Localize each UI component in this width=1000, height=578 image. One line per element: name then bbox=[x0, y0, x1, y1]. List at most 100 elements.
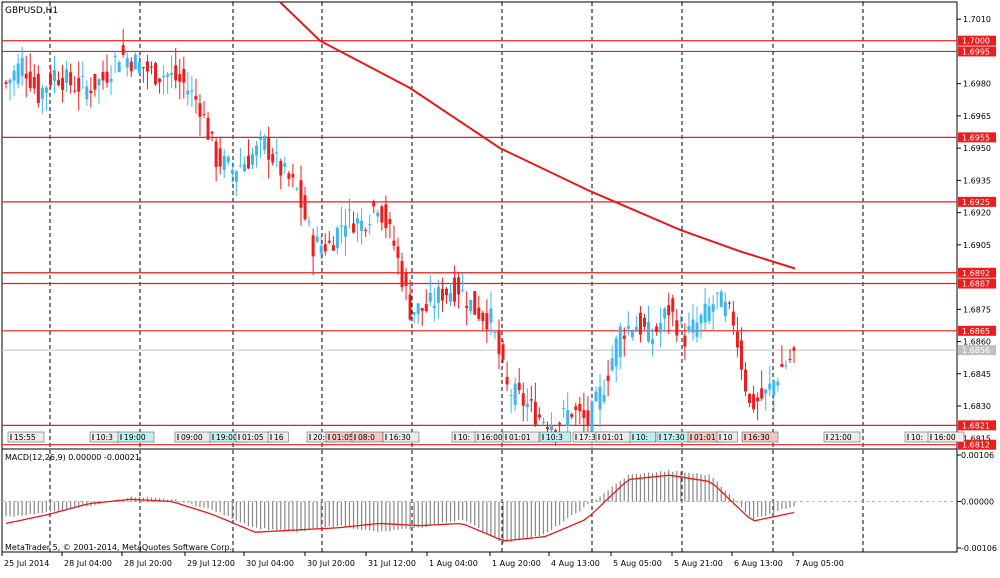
candle-body bbox=[299, 180, 303, 208]
candle-body bbox=[335, 227, 339, 249]
event-marker-label: 10: bbox=[458, 433, 470, 442]
candle-body bbox=[659, 323, 663, 333]
candle-body bbox=[752, 394, 756, 410]
candle-body bbox=[101, 71, 105, 81]
candle-body bbox=[424, 304, 428, 312]
candle-body bbox=[141, 67, 145, 69]
candle-body bbox=[238, 165, 242, 167]
macd-axis-label: -0.00106 bbox=[961, 544, 997, 553]
candle-body bbox=[331, 245, 335, 251]
price-axis-label: 1.6905 bbox=[963, 241, 991, 250]
event-marker-label: 10:3 bbox=[96, 433, 113, 442]
candle-body bbox=[453, 277, 457, 302]
event-marker-label: 01:01 bbox=[602, 433, 624, 442]
candle-body bbox=[586, 410, 590, 426]
candle-body bbox=[121, 45, 125, 55]
event-marker[interactable] bbox=[539, 431, 572, 443]
candle-body bbox=[614, 338, 618, 367]
candle-body bbox=[117, 62, 121, 72]
candle-body bbox=[748, 393, 752, 403]
event-marker-label: 01:05 bbox=[332, 433, 354, 442]
candle-body bbox=[776, 381, 780, 386]
candle-body bbox=[626, 326, 630, 329]
candle-body bbox=[206, 117, 210, 140]
candle-body bbox=[485, 313, 489, 330]
event-marker[interactable] bbox=[629, 431, 656, 443]
time-axis-label: 29 Jul 12:00 bbox=[187, 559, 235, 568]
event-marker-label: 10 bbox=[723, 433, 733, 442]
price-axis-label: 1.6845 bbox=[963, 370, 991, 379]
candle-body bbox=[246, 155, 250, 169]
candle-body bbox=[158, 78, 162, 83]
candle-body bbox=[105, 71, 109, 83]
event-marker[interactable] bbox=[7, 431, 45, 443]
macd-axis-label: 0.00000 bbox=[961, 498, 994, 507]
candle-body bbox=[311, 235, 315, 257]
candle-body bbox=[263, 136, 267, 150]
event-marker[interactable] bbox=[823, 431, 861, 443]
candle-body bbox=[230, 170, 234, 174]
price-level-label: 1.6812 bbox=[962, 441, 990, 450]
candle-body bbox=[699, 314, 703, 324]
event-marker[interactable] bbox=[927, 431, 965, 443]
event-marker[interactable] bbox=[117, 431, 155, 443]
event-marker[interactable] bbox=[716, 431, 738, 443]
candle-body bbox=[28, 71, 32, 89]
price-level-label: 1.6892 bbox=[962, 269, 990, 278]
candle-body bbox=[444, 288, 448, 296]
candle-body bbox=[541, 421, 545, 424]
candle-body bbox=[295, 188, 299, 190]
candle-body bbox=[202, 114, 206, 116]
candle-body bbox=[764, 389, 768, 394]
event-marker-label: 10: bbox=[636, 433, 648, 442]
price-level-tag bbox=[958, 325, 996, 336]
candle-body bbox=[416, 303, 420, 314]
candle-body bbox=[360, 220, 364, 231]
price-axis-label: 1.7010 bbox=[963, 15, 991, 24]
time-axis-label: 30 Jul 04:00 bbox=[246, 559, 294, 568]
price-axis-label: 1.6920 bbox=[963, 209, 991, 218]
candle-body bbox=[16, 63, 20, 84]
candle-body bbox=[606, 375, 610, 381]
candle-body bbox=[558, 422, 562, 425]
candle-body bbox=[194, 95, 198, 100]
candle-body bbox=[251, 154, 255, 165]
candle-body bbox=[388, 218, 392, 225]
time-axis-label: 5 Aug 05:00 bbox=[613, 559, 662, 568]
candle-body bbox=[679, 320, 683, 322]
price-level-tag bbox=[958, 420, 996, 431]
current-price-label: 1.6856 bbox=[962, 346, 990, 355]
event-marker[interactable] bbox=[382, 431, 420, 443]
candle-body bbox=[24, 73, 28, 79]
candle-body bbox=[319, 245, 323, 254]
current-price-tag bbox=[958, 345, 996, 356]
candle-body bbox=[792, 347, 796, 351]
candle-body bbox=[234, 171, 238, 182]
event-marker-label: 01:01 bbox=[694, 433, 716, 442]
candle-body bbox=[428, 292, 432, 302]
candle-body bbox=[655, 326, 659, 333]
candle-body bbox=[667, 305, 671, 316]
macd-label: MACD(12,26,9) 0.00000 -0.00021 bbox=[5, 453, 140, 462]
price-axis-label: 1.6935 bbox=[963, 176, 991, 185]
time-axis-label: 1 Aug 04:00 bbox=[429, 559, 478, 568]
candle-body bbox=[174, 65, 178, 81]
candle-body bbox=[69, 72, 73, 86]
candle-body bbox=[647, 321, 651, 342]
candle-body bbox=[133, 54, 137, 70]
candle-body bbox=[259, 137, 263, 140]
candle-body bbox=[634, 326, 638, 332]
event-marker[interactable] bbox=[267, 431, 289, 443]
event-marker-label: 08:0 bbox=[358, 433, 375, 442]
candle-body bbox=[711, 304, 715, 312]
time-axis-label: 31 Jul 12:00 bbox=[368, 559, 416, 568]
event-marker[interactable] bbox=[502, 431, 540, 443]
candle-body bbox=[396, 246, 400, 258]
candle-body bbox=[735, 331, 739, 348]
candle-body bbox=[166, 74, 170, 77]
event-marker[interactable] bbox=[741, 431, 779, 443]
event-marker-label: 16 bbox=[274, 433, 284, 442]
candle-body bbox=[788, 359, 792, 361]
